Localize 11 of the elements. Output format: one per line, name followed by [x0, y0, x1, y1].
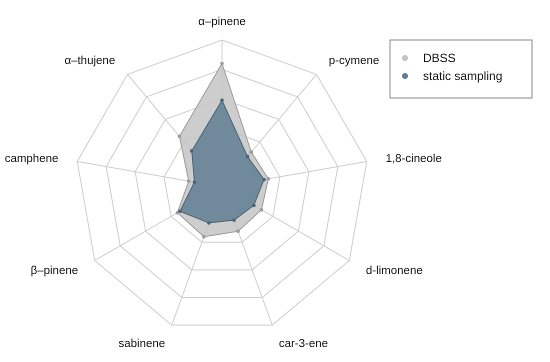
spoke-label: car-3-ene	[278, 338, 328, 350]
legend-label: static sampling	[423, 69, 502, 83]
spoke-label: α–pinene	[198, 16, 246, 28]
legend-label: DBSS	[423, 51, 456, 65]
spoke-label: sabinene	[118, 338, 166, 350]
spoke-label: d-limonene	[366, 265, 423, 278]
spoke-label: α–thujene	[64, 54, 116, 67]
spoke-label: camphene	[4, 153, 58, 166]
spoke-label: β–pinene	[30, 265, 78, 278]
spoke-label: p-cymene	[328, 54, 380, 67]
spoke-label: 1,8-cineole	[386, 153, 442, 166]
